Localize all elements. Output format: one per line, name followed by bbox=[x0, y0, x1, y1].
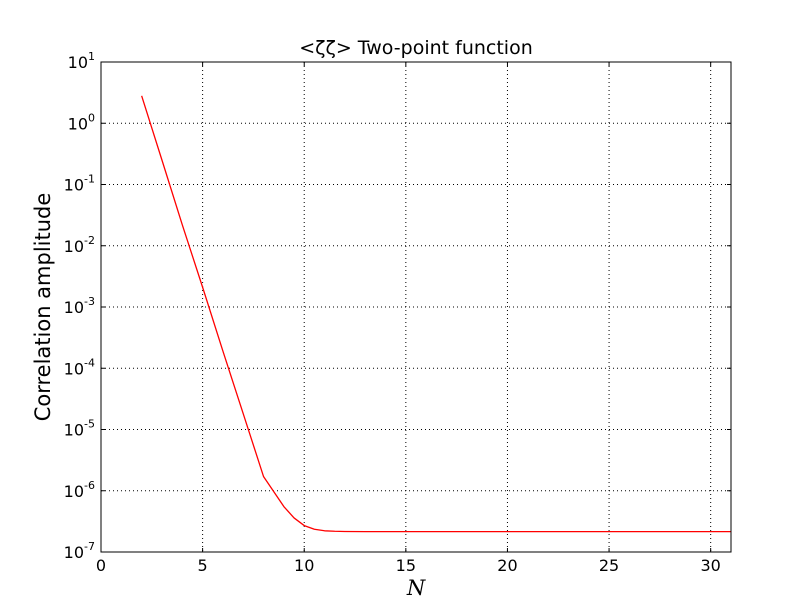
y-tick-label: 10-3 bbox=[64, 295, 95, 317]
y-axis-label: Correlation amplitude bbox=[31, 193, 55, 422]
series-line-0 bbox=[141, 95, 731, 533]
y-tick-label: 100 bbox=[68, 111, 95, 133]
series-layer bbox=[141, 95, 731, 533]
plot-frame bbox=[100, 61, 732, 553]
grid bbox=[101, 62, 731, 552]
x-tick-label: 0 bbox=[96, 556, 106, 575]
x-tick-label: 30 bbox=[700, 556, 720, 575]
ticks bbox=[100, 61, 731, 553]
x-tick-label: 5 bbox=[198, 556, 208, 575]
x-tick-label: 15 bbox=[396, 556, 416, 575]
y-tick-label: 10-4 bbox=[64, 356, 95, 378]
y-tick-label: 10-7 bbox=[64, 540, 95, 562]
x-tick-label: 25 bbox=[599, 556, 619, 575]
y-tick-label: 10-5 bbox=[64, 418, 95, 440]
chart-title: <ζζ> Two-point function bbox=[299, 37, 533, 59]
x-tick-labels: 0 5 10 15 20 25 30 bbox=[96, 556, 721, 575]
x-tick-label: 10 bbox=[294, 556, 314, 575]
y-tick-labels: 101 100 10-1 10-2 10-3 10-4 10-5 10-6 10-7 bbox=[64, 50, 95, 562]
y-tick-label: 10-6 bbox=[64, 479, 95, 501]
y-tick-label: 10-1 bbox=[64, 173, 95, 195]
y-tick-label: 101 bbox=[68, 50, 95, 72]
y-tick-label: 10-2 bbox=[64, 234, 95, 256]
x-axis-label: N bbox=[406, 576, 426, 600]
x-tick-label: 20 bbox=[497, 556, 517, 575]
